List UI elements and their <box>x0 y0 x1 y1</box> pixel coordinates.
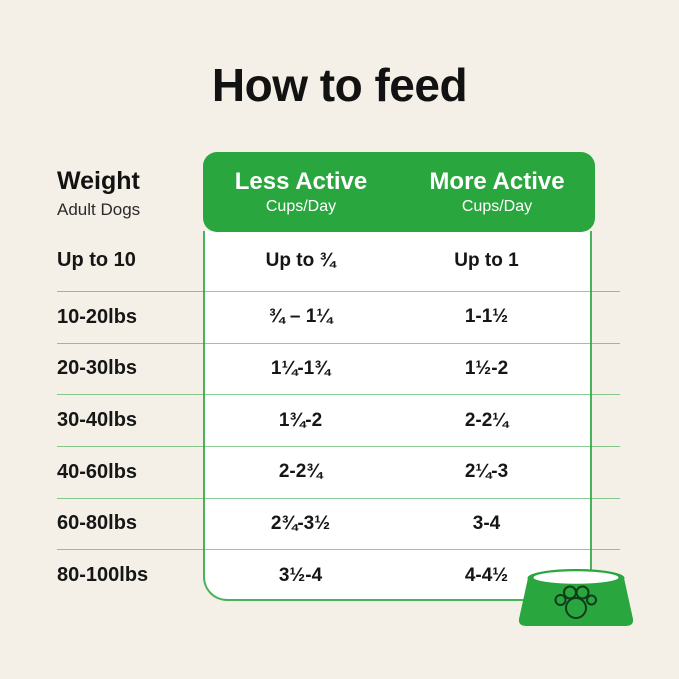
row-more-active-value: 4-4½ <box>464 564 509 586</box>
weight-header-title: Weight <box>57 167 140 195</box>
less-active-label: Less Active <box>234 168 368 196</box>
row-weight-label: 60-80lbs <box>57 512 138 535</box>
table-header: Less Active Cups/Day More Active Cups/Da… <box>203 152 595 232</box>
row-weight-label: 40-60lbs <box>57 460 138 483</box>
table-rows: Up to 10 Up to ¾ Up to 1 10-20lbs ¾ – 1¼ 1-1½… <box>57 231 620 601</box>
table-row: 30-40lbs 1¾-2 2-2¼ <box>57 395 620 447</box>
table-body-background <box>203 231 592 601</box>
table-row: 60-80lbs 2¾-3½ 3-4 <box>57 499 620 551</box>
row-more-active-value: 2-2¼ <box>464 409 509 431</box>
row-weight-label: 30-40lbs <box>57 409 138 432</box>
row-more-active-value: 1-1½ <box>464 306 509 328</box>
more-active-label: More Active <box>429 168 565 196</box>
less-active-sublabel: Cups/Day <box>265 197 337 215</box>
table-header-more-active: More Active Cups/Day <box>399 152 595 232</box>
table-row: 10-20lbs ¾ – 1¼ 1-1½ <box>57 292 620 344</box>
row-weight-label: 80-100lbs <box>57 564 149 587</box>
page-title: How to feed <box>211 59 468 111</box>
row-weight-label: 10-20lbs <box>57 305 138 328</box>
row-weight-label: 20-30lbs <box>57 357 138 380</box>
row-less-active-value: 1¼-1¾ <box>270 357 331 379</box>
weight-header-subtitle: Adult Dogs <box>57 199 141 219</box>
row-more-active-value: 1½-2 <box>464 357 509 379</box>
row-less-active-value: ¾ – 1¼ <box>268 306 333 328</box>
row-less-active-value: 3½-4 <box>278 564 323 586</box>
row-less-active-value: 1¾-2 <box>278 409 323 431</box>
row-less-active-value: 2-2¾ <box>278 461 323 483</box>
more-active-sublabel: Cups/Day <box>461 197 533 215</box>
row-more-active-value: Up to 1 <box>454 249 519 271</box>
table-row: 80-100lbs 3½-4 4-4½ <box>57 550 620 601</box>
row-more-active-value: 2¼-3 <box>464 461 509 483</box>
row-less-active-value: Up to ¾ <box>265 249 336 271</box>
table-row: 40-60lbs 2-2¾ 2¼-3 <box>57 447 620 499</box>
row-more-active-value: 3-4 <box>472 512 501 534</box>
weight-column-header: Weight Adult Dogs <box>57 167 202 220</box>
row-weight-label: Up to 10 <box>57 249 136 272</box>
dog-bowl-with-paw-icon <box>518 569 634 626</box>
row-less-active-value: 2¾-3½ <box>270 512 331 534</box>
table-header-less-active: Less Active Cups/Day <box>203 152 399 232</box>
table-row: Up to 10 Up to ¾ Up to 1 <box>57 231 620 292</box>
table-row: 20-30lbs 1¼-1¾ 1½-2 <box>57 344 620 396</box>
